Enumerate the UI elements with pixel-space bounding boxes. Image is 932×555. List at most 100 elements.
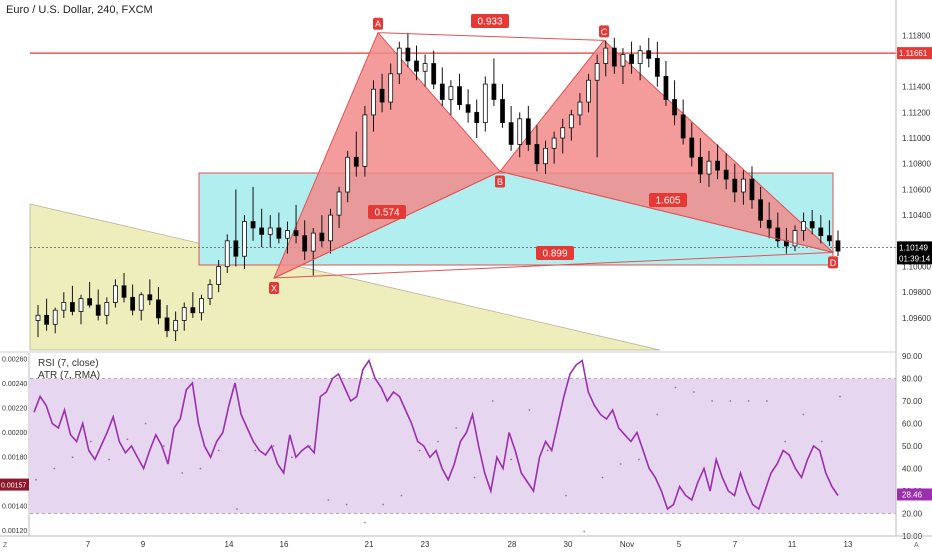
atr-point bbox=[802, 413, 805, 416]
candle-body bbox=[396, 47, 402, 75]
candle bbox=[190, 292, 196, 318]
price-tick: 1.11400 bbox=[902, 83, 931, 92]
ratio-line-ac bbox=[377, 32, 605, 41]
pattern-point-bg bbox=[599, 25, 609, 38]
candle-body bbox=[517, 118, 523, 145]
atr-point bbox=[692, 391, 695, 393]
candle bbox=[654, 41, 660, 87]
atr-point bbox=[108, 458, 110, 461]
ratio-label-bg bbox=[471, 14, 509, 28]
time-tick: 14 bbox=[225, 540, 234, 549]
candle-body bbox=[508, 122, 514, 145]
candle bbox=[414, 45, 419, 81]
candle bbox=[629, 41, 634, 74]
atr-point bbox=[656, 413, 659, 416]
candle bbox=[603, 40, 609, 77]
rsi-tick: 40.00 bbox=[902, 465, 923, 474]
badge-bg bbox=[897, 47, 932, 60]
time-tick: 30 bbox=[564, 540, 573, 549]
atr-point bbox=[236, 508, 238, 510]
atr-point bbox=[674, 386, 677, 389]
candle-body bbox=[491, 83, 497, 100]
candle bbox=[508, 105, 514, 151]
candle bbox=[113, 279, 118, 308]
rsi-tick: 70.00 bbox=[902, 397, 923, 406]
candle-body bbox=[276, 227, 282, 239]
candle-body bbox=[568, 114, 574, 129]
candle bbox=[130, 284, 136, 316]
pattern-point-b: B bbox=[495, 175, 505, 188]
candle-body bbox=[465, 104, 471, 113]
badge-text: 1.11661 bbox=[899, 49, 928, 58]
price-tick: 1.09800 bbox=[902, 288, 931, 297]
atr-point bbox=[254, 449, 257, 452]
candle-body bbox=[586, 79, 591, 103]
candle-body bbox=[61, 302, 67, 311]
candle bbox=[577, 93, 583, 126]
candle-body bbox=[603, 47, 609, 64]
candle-body bbox=[310, 232, 316, 252]
candle-body bbox=[663, 75, 669, 100]
candle-body bbox=[353, 156, 359, 167]
atr-point bbox=[711, 400, 713, 402]
countdown-badge: 01:39:14 bbox=[897, 252, 932, 265]
candle-body bbox=[835, 240, 841, 252]
candle-body bbox=[680, 114, 686, 139]
candle bbox=[371, 80, 376, 132]
candle-body bbox=[87, 298, 93, 306]
candle bbox=[457, 73, 462, 110]
candle-body bbox=[801, 221, 806, 231]
resistance-price-badge: 1.11661 bbox=[897, 47, 932, 60]
candle bbox=[164, 305, 170, 338]
candle bbox=[422, 54, 428, 87]
candle-body bbox=[104, 302, 110, 316]
atr-point bbox=[382, 503, 385, 506]
candle-body bbox=[732, 178, 738, 193]
candle bbox=[336, 186, 342, 228]
atr-point bbox=[364, 521, 366, 524]
axis-corner-left: Z bbox=[3, 542, 8, 549]
price-tick: 1.11000 bbox=[902, 134, 931, 143]
ratio-line-xd bbox=[273, 251, 834, 279]
candle-body bbox=[525, 118, 531, 145]
candle-body bbox=[706, 160, 712, 175]
candle bbox=[267, 215, 273, 248]
atr-point bbox=[163, 445, 165, 447]
candle bbox=[302, 220, 308, 261]
atr-point bbox=[217, 449, 220, 452]
candle bbox=[439, 67, 445, 106]
candle bbox=[78, 294, 84, 325]
pattern-point-d: D bbox=[828, 256, 838, 269]
candle-body bbox=[775, 227, 781, 242]
badge-bg bbox=[897, 488, 932, 501]
candle bbox=[706, 150, 712, 187]
candle-body bbox=[242, 221, 247, 257]
pattern-point-text: X bbox=[271, 284, 277, 294]
candle-body bbox=[224, 240, 230, 267]
atr-point bbox=[71, 456, 74, 459]
ratio-label-xa-xd: 0.899 bbox=[536, 246, 574, 260]
candle bbox=[801, 212, 806, 241]
pattern-point-text: C bbox=[601, 27, 608, 37]
candle-body bbox=[285, 230, 290, 239]
atr-point bbox=[199, 467, 202, 470]
candle bbox=[181, 302, 187, 331]
rsi-tick: 80.00 bbox=[902, 375, 923, 384]
rsi-indicator-label: RSI (7, close) bbox=[38, 358, 99, 369]
candle-body bbox=[379, 88, 385, 103]
left-axis-bg bbox=[0, 353, 29, 536]
rsi-band bbox=[30, 378, 896, 514]
atr-indicator-label: ATR (7, RMA) bbox=[38, 370, 101, 381]
candle bbox=[663, 60, 669, 106]
atr-point bbox=[638, 458, 640, 461]
candle-body bbox=[371, 88, 376, 116]
candle bbox=[474, 99, 480, 139]
candle bbox=[319, 215, 325, 248]
candle-body bbox=[250, 221, 256, 229]
symbol-title: Euro / U.S. Dollar, 240, FXCM bbox=[6, 4, 153, 16]
candle bbox=[525, 105, 531, 151]
candle-body bbox=[181, 307, 187, 321]
candle-body bbox=[121, 285, 127, 298]
